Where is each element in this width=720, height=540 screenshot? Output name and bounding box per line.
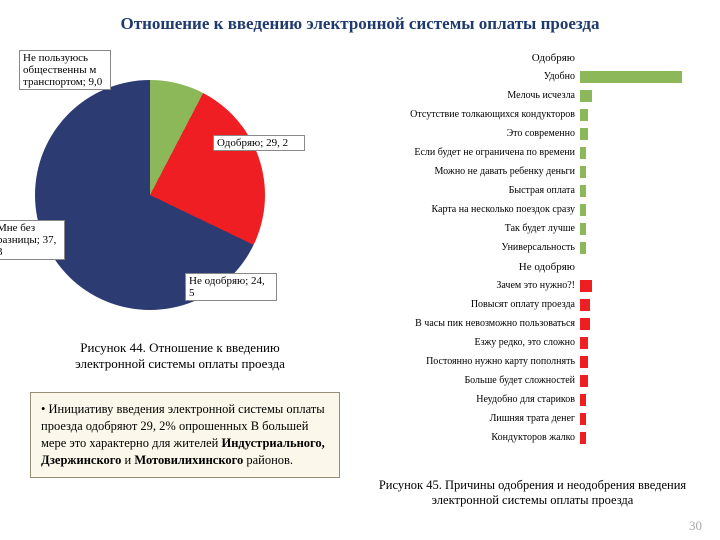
bar-fill xyxy=(580,147,586,159)
bar-fill xyxy=(580,413,586,425)
bar-fill xyxy=(580,318,590,330)
bar-label: Можно не давать ребенку деньги xyxy=(355,166,580,177)
bar-row: Если будет не ограничена по времени xyxy=(355,143,700,162)
pie-slice-label: Не одобряю; 24, 5 xyxy=(185,273,277,301)
bar-track xyxy=(580,185,698,197)
bar-fill xyxy=(580,394,586,406)
pie-slice-label: Мне без разницы; 37, 3 xyxy=(0,220,65,260)
bar-section-header: Не одобряю xyxy=(355,257,700,276)
bar-fill xyxy=(580,223,586,235)
bar-row: Это современно xyxy=(355,124,700,143)
bar-track xyxy=(580,90,698,102)
bar-label: Универсальность xyxy=(355,242,580,253)
bar-track xyxy=(580,299,698,311)
bar-fill xyxy=(580,109,588,121)
bar-header-track xyxy=(580,261,698,273)
bar-chart: Одобряю Удобно Мелочь исчезла Отсутствие то… xyxy=(355,48,700,447)
bar-label: Мелочь исчезла xyxy=(355,90,580,101)
bar-fill xyxy=(580,185,586,197)
bar-row: Карта на несколько поездок сразу xyxy=(355,200,700,219)
bar-section-header: Одобряю xyxy=(355,48,700,67)
bar-label: Неудобно для стариков xyxy=(355,394,580,405)
bar-label: Постоянно нужно карту пополнять xyxy=(355,356,580,367)
bar-track xyxy=(580,109,698,121)
bar-row: В часы пик невозможно пользоваться xyxy=(355,314,700,333)
bar-track xyxy=(580,356,698,368)
bar-row: Быстрая оплата xyxy=(355,181,700,200)
bar-fill xyxy=(580,337,588,349)
bar-row: Лишняя трата денег xyxy=(355,409,700,428)
bullet-summary: • Инициативу введения электронной систем… xyxy=(30,392,340,478)
bar-row: Мелочь исчезла xyxy=(355,86,700,105)
bar-label: Зачем это нужно?! xyxy=(355,280,580,291)
bar-fill xyxy=(580,204,586,216)
bar-row: Универсальность xyxy=(355,238,700,257)
bar-label: Отсутствие толкающихся кондукторов xyxy=(355,109,580,120)
pie-chart: Не пользуюсь общественны м транспортом; … xyxy=(35,80,265,310)
bar-track xyxy=(580,242,698,254)
bar-track xyxy=(580,318,698,330)
bar-label: Езжу редко, это сложно xyxy=(355,337,580,348)
bar-row: Удобно xyxy=(355,67,700,86)
bar-label: Кондукторов жалко xyxy=(355,432,580,443)
bar-row: Кондукторов жалко xyxy=(355,428,700,447)
bar-row: Постоянно нужно карту пополнять xyxy=(355,352,700,371)
figure44-caption: Рисунок 44. Отношение к введению электро… xyxy=(50,340,310,372)
bar-row: Можно не давать ребенку деньги xyxy=(355,162,700,181)
bar-fill xyxy=(580,242,586,254)
bar-label: В часы пик невозможно пользоваться xyxy=(355,318,580,329)
bar-label: Это современно xyxy=(355,128,580,139)
bar-fill xyxy=(580,166,586,178)
bar-header-label: Не одобряю xyxy=(355,261,580,273)
bar-row: Езжу редко, это сложно xyxy=(355,333,700,352)
bar-fill xyxy=(580,375,588,387)
bar-track xyxy=(580,71,698,83)
bar-label: Больше будет сложностей xyxy=(355,375,580,386)
bar-header-track xyxy=(580,52,698,64)
bar-track xyxy=(580,280,698,292)
bar-row: Отсутствие толкающихся кондукторов xyxy=(355,105,700,124)
bar-row: Больше будет сложностей xyxy=(355,371,700,390)
bar-row: Зачем это нужно?! xyxy=(355,276,700,295)
bar-track xyxy=(580,147,698,159)
bar-label: Лишняя трата денег xyxy=(355,413,580,424)
bar-track xyxy=(580,337,698,349)
bar-row: Повысят оплату проезда xyxy=(355,295,700,314)
bar-label: Повысят оплату проезда xyxy=(355,299,580,310)
bar-fill xyxy=(580,356,588,368)
bar-track xyxy=(580,166,698,178)
bar-label: Быстрая оплата xyxy=(355,185,580,196)
bar-fill xyxy=(580,90,592,102)
bar-label: Карта на несколько поездок сразу xyxy=(355,204,580,215)
bar-fill xyxy=(580,128,588,140)
pie-slice-label: Одобряю; 29, 2 xyxy=(213,135,305,151)
bar-row: Неудобно для стариков xyxy=(355,390,700,409)
bar-track xyxy=(580,223,698,235)
bar-row: Так будет лучше xyxy=(355,219,700,238)
bar-track xyxy=(580,128,698,140)
bar-fill xyxy=(580,280,592,292)
bar-fill xyxy=(580,71,682,83)
bar-track xyxy=(580,394,698,406)
bar-header-label: Одобряю xyxy=(355,52,580,64)
bar-track xyxy=(580,375,698,387)
bar-label: Так будет лучше xyxy=(355,223,580,234)
figure45-caption: Рисунок 45. Причины одобрения и неодобре… xyxy=(365,478,700,508)
bar-fill xyxy=(580,432,586,444)
bar-label: Удобно xyxy=(355,71,580,82)
bar-track xyxy=(580,432,698,444)
page-title: Отношение к введению электронной системы… xyxy=(0,0,720,34)
bar-track xyxy=(580,204,698,216)
page-number: 30 xyxy=(689,518,702,534)
bar-track xyxy=(580,413,698,425)
pie-slice-label: Не пользуюсь общественны м транспортом; … xyxy=(19,50,111,90)
bar-fill xyxy=(580,299,590,311)
bar-label: Если будет не ограничена по времени xyxy=(355,147,580,158)
